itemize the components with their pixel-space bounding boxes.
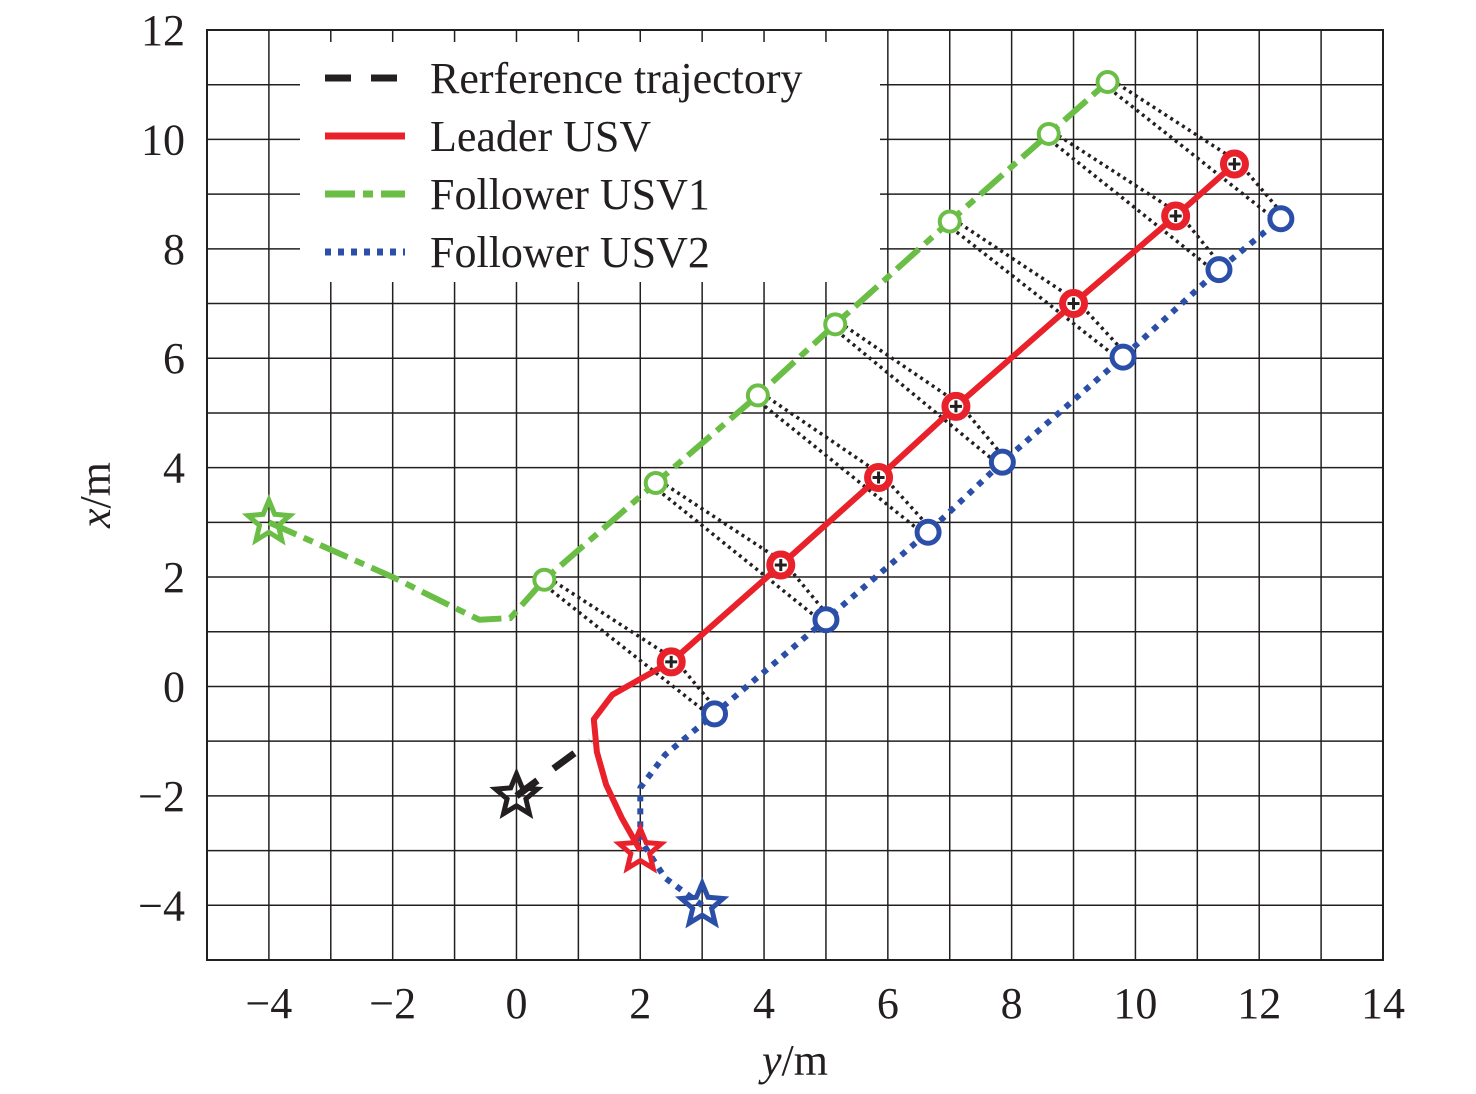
formation-connector — [944, 222, 1121, 361]
x-tick-label: 8 — [1001, 979, 1023, 1028]
start-star-marker-1 — [613, 822, 668, 874]
x-tick-label: 0 — [505, 979, 527, 1028]
formation-connector — [1237, 160, 1287, 218]
circle-marker-2 — [937, 209, 962, 234]
formation-connector — [539, 580, 712, 718]
circle-marker-3 — [812, 606, 840, 634]
x-tick-label: 6 — [877, 979, 899, 1028]
circle-marker-3 — [1109, 343, 1137, 371]
y-tick-label: 12 — [141, 6, 185, 55]
circle-marker-2 — [1036, 121, 1061, 146]
y-tick-label: 10 — [141, 115, 185, 164]
formation-connector — [783, 561, 832, 619]
x-tick-label: 14 — [1361, 979, 1405, 1028]
formation-connector — [547, 576, 677, 662]
x-tick-label: 12 — [1237, 979, 1281, 1028]
legend-label-reference: Rerference trajectory — [430, 54, 803, 103]
y-axis-label: x/m — [71, 462, 120, 529]
circle-marker-2 — [643, 470, 668, 495]
y-axis-label-var: x — [71, 508, 120, 529]
legend-label-follower1: Follower USV1 — [430, 170, 710, 219]
y-tick-label: 0 — [163, 662, 185, 711]
x-axis-label: y/m — [758, 1036, 828, 1085]
x-tick-label: 10 — [1113, 979, 1157, 1028]
circle-marker-2 — [745, 383, 770, 408]
start-star-marker-3 — [675, 876, 730, 929]
y-tick-label: 2 — [163, 553, 185, 602]
circle-marker-3 — [1267, 205, 1295, 233]
plot-frame — [206, 29, 1384, 961]
start-star-marker-2 — [241, 493, 296, 546]
circle-marker-3 — [1205, 256, 1233, 284]
legend: Rerference trajectory Leader USV Followe… — [300, 42, 880, 282]
circle-marker-3 — [701, 700, 729, 728]
circle-marker-2 — [823, 312, 848, 337]
legend-label-follower2: Follower USV2 — [430, 228, 710, 277]
formation-connector — [838, 320, 961, 406]
formation-connector — [1110, 78, 1240, 164]
x-tick-label: −4 — [245, 979, 292, 1028]
x-tick-label: 4 — [753, 979, 775, 1028]
y-axis-label-unit: /m — [71, 462, 120, 508]
y-tick-label: 4 — [163, 444, 185, 493]
formation-connector — [952, 218, 1079, 303]
x-axis-label-var: y — [758, 1036, 782, 1085]
formation-connector — [752, 396, 926, 536]
legend-background — [300, 42, 880, 282]
formation-connector — [1043, 134, 1217, 273]
x-axis-label-unit: /m — [782, 1036, 828, 1085]
y-tick-labels: −4 −2 0 2 4 6 8 10 12 — [138, 6, 185, 930]
formation-connector — [650, 483, 824, 624]
formation-connector — [830, 324, 1000, 466]
formation-connector — [881, 474, 934, 532]
circle-marker-3 — [988, 448, 1016, 476]
y-tick-label: 8 — [163, 225, 185, 274]
formation-connector — [760, 391, 884, 477]
y-tick-label: −4 — [138, 881, 185, 930]
formation-connector — [1051, 130, 1181, 216]
formation-connector — [1102, 82, 1278, 223]
y-tick-label: −2 — [138, 772, 185, 821]
start-star-marker-0 — [489, 767, 544, 819]
circle-marker-2 — [1095, 69, 1120, 94]
circle-marker-3 — [914, 518, 942, 546]
formation-connector — [958, 403, 1008, 462]
series-line-3 — [637, 216, 1283, 908]
x-tick-labels: −4 −2 0 2 4 6 8 10 12 14 — [245, 979, 1405, 1028]
circle-marker-2 — [532, 567, 557, 592]
series-markers — [241, 69, 1295, 929]
x-tick-label: −2 — [369, 979, 416, 1028]
y-tick-label: 6 — [163, 334, 185, 383]
legend-label-leader: Leader USV — [430, 112, 651, 161]
x-tick-label: 2 — [629, 979, 651, 1028]
formation-connector — [1076, 300, 1129, 357]
